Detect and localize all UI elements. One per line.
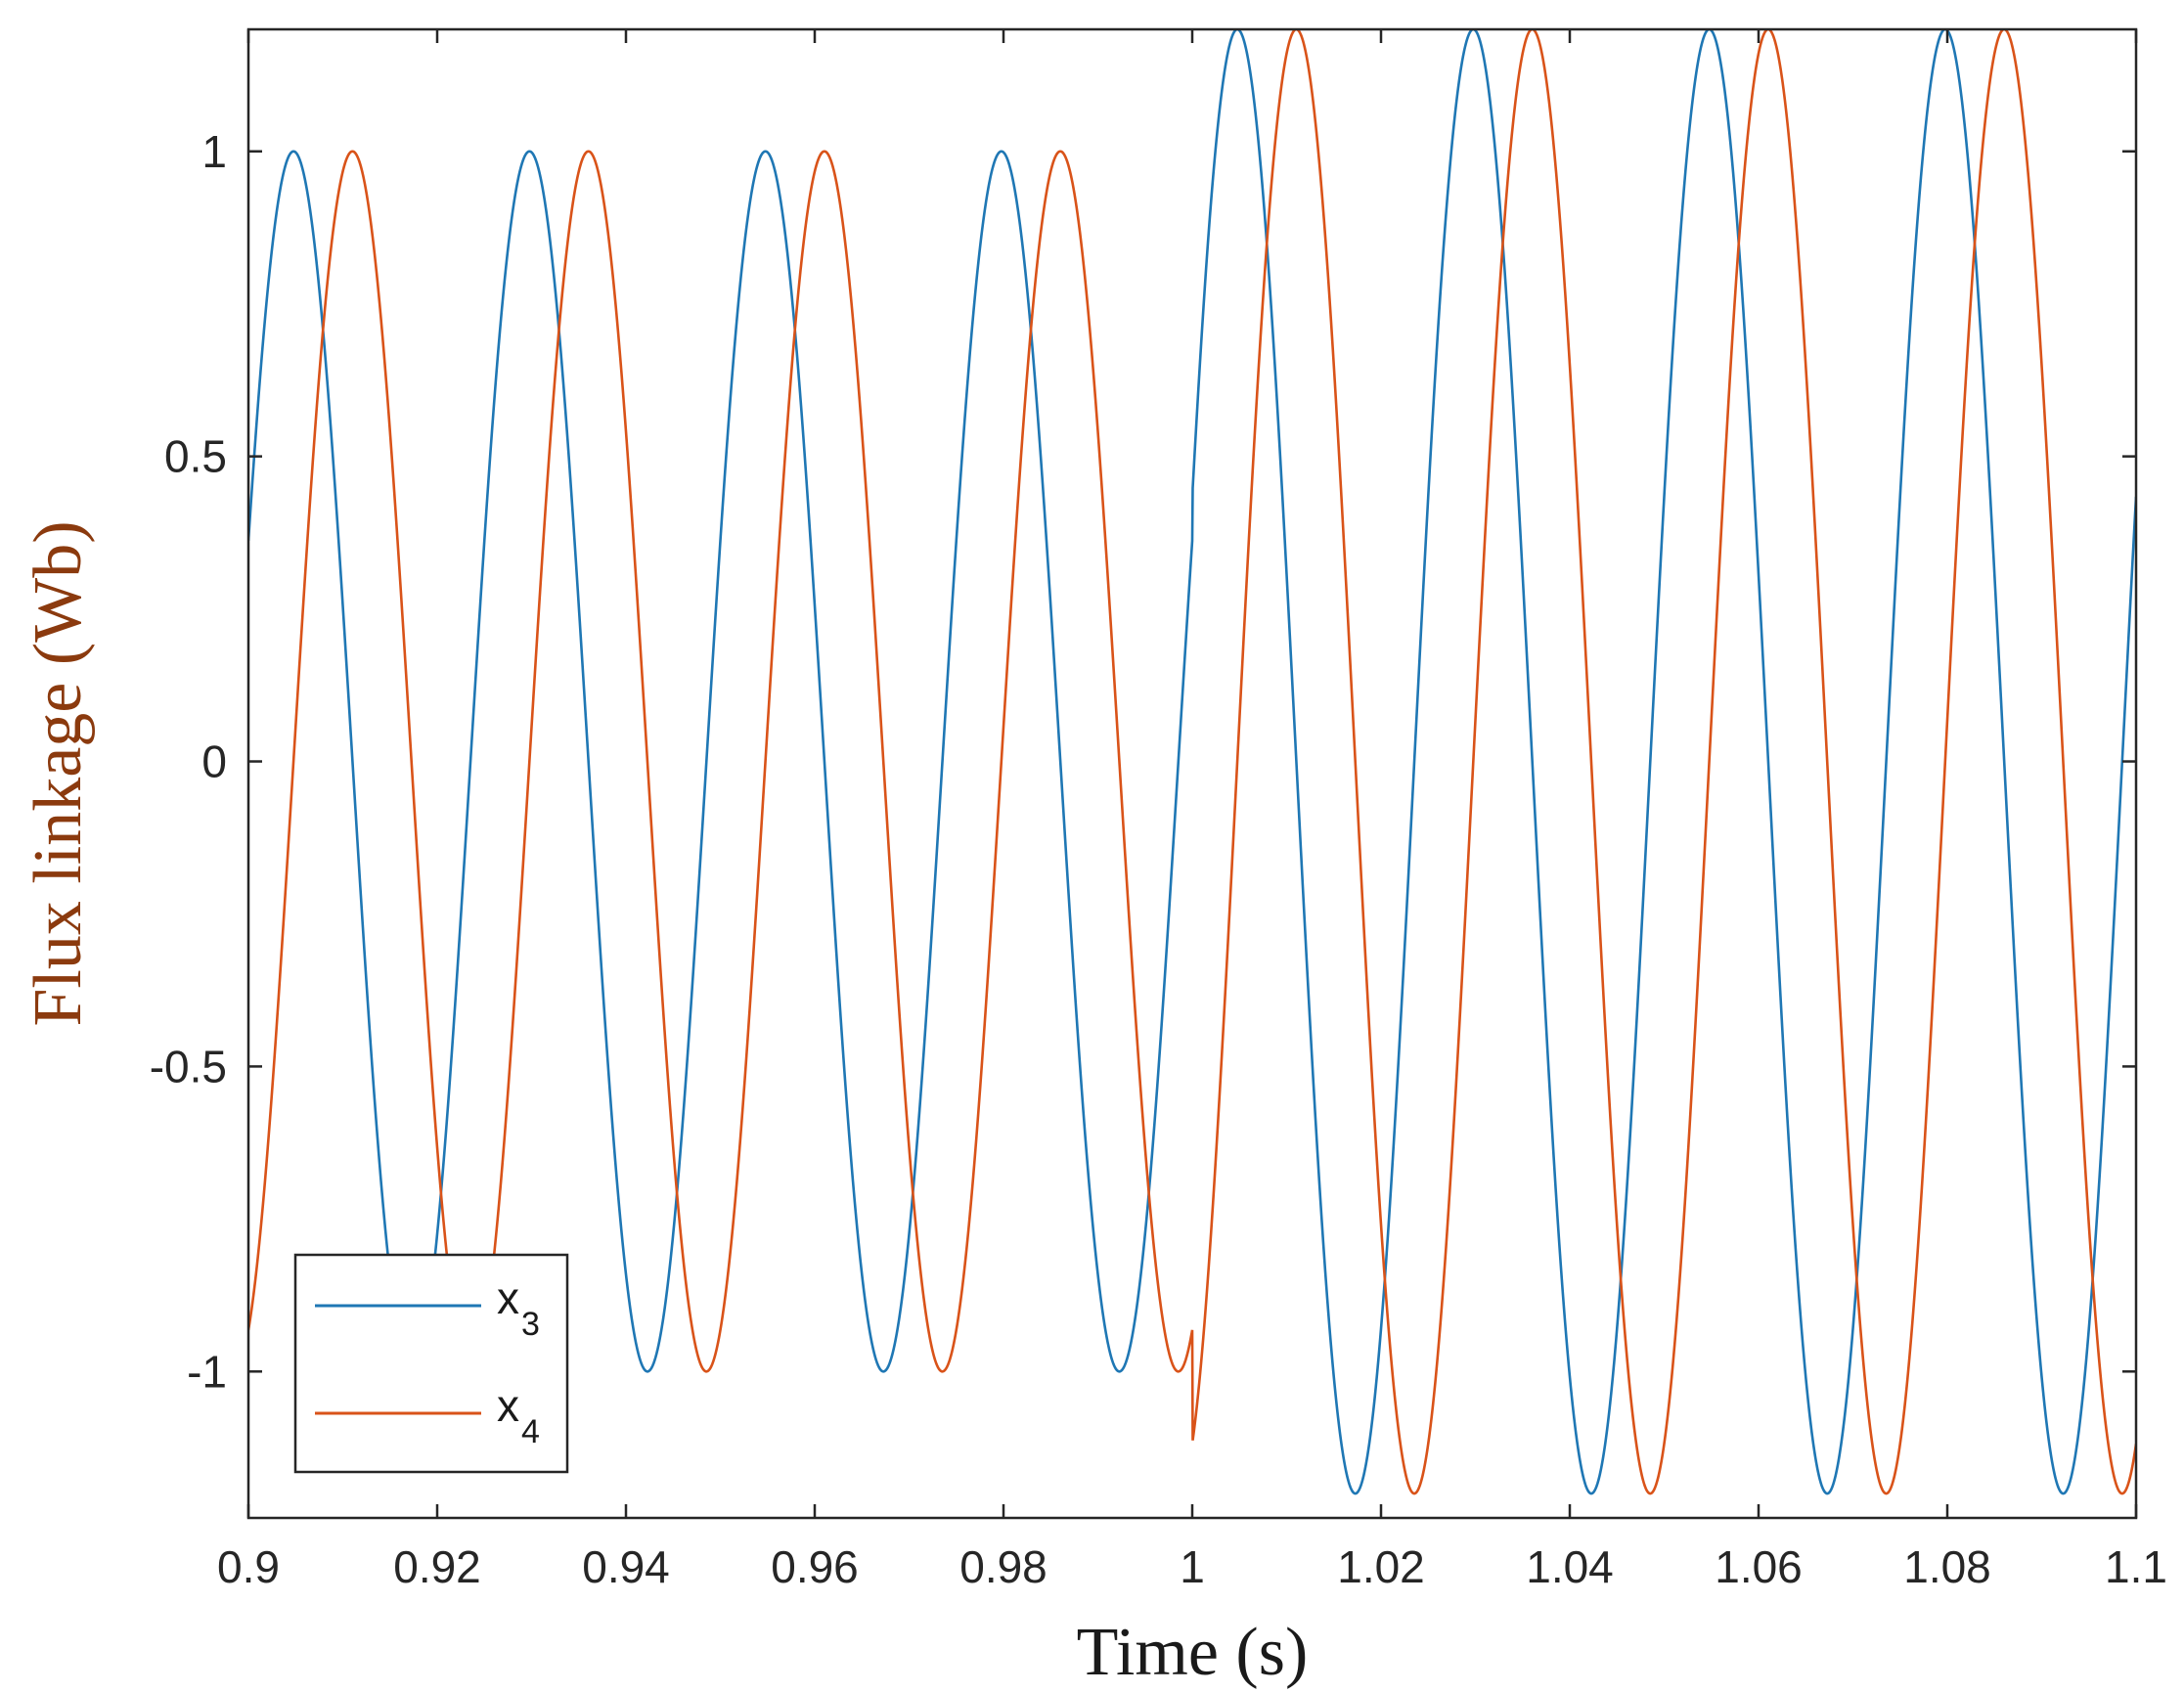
series-layer	[248, 29, 2136, 1495]
legend-subscript: 4	[521, 1413, 540, 1450]
x-tick-label: 0.96	[771, 1541, 859, 1592]
legend-box	[293, 1253, 569, 1474]
x-tick-label: 0.94	[582, 1541, 670, 1592]
x-axis-label: Time (s)	[1077, 1615, 1309, 1690]
tick-labels: 0.9 0.92 0.94 0.96 0.98 1 1.02 1.04 1.06 1.08 1.1 1…	[150, 126, 2167, 1592]
y-tick-label: 1	[201, 126, 227, 177]
x-tick-label: 1.1	[2105, 1541, 2167, 1592]
x-tick-label: 1.02	[1337, 1541, 1425, 1592]
y-tick-label: 0	[201, 736, 227, 787]
y-tick-label: -0.5	[150, 1041, 227, 1092]
legend-subscript: 3	[521, 1306, 540, 1343]
x-tick-label: 1	[1180, 1541, 1205, 1592]
x-tick-label: 0.92	[393, 1541, 481, 1592]
y-tick-label: -1	[187, 1346, 227, 1397]
y-axis-label: Flux linkage (Wb)	[21, 520, 96, 1026]
x-tick-label: 1.04	[1526, 1541, 1614, 1592]
x-tick-label: 0.9	[217, 1541, 280, 1592]
x-tick-label: 1.06	[1715, 1541, 1803, 1592]
x-tick-label: 1.08	[1903, 1541, 1991, 1592]
series-line-x4	[248, 29, 2136, 1495]
series-line-x3	[248, 29, 2136, 1495]
x-tick-label: 0.98	[959, 1541, 1047, 1592]
ticks-layer	[246, 29, 2138, 1518]
y-tick-label: 0.5	[164, 431, 227, 482]
